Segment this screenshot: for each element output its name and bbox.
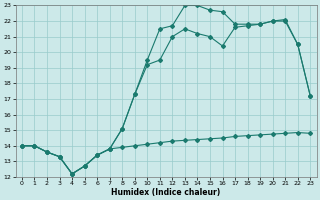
X-axis label: Humidex (Indice chaleur): Humidex (Indice chaleur) xyxy=(111,188,221,197)
